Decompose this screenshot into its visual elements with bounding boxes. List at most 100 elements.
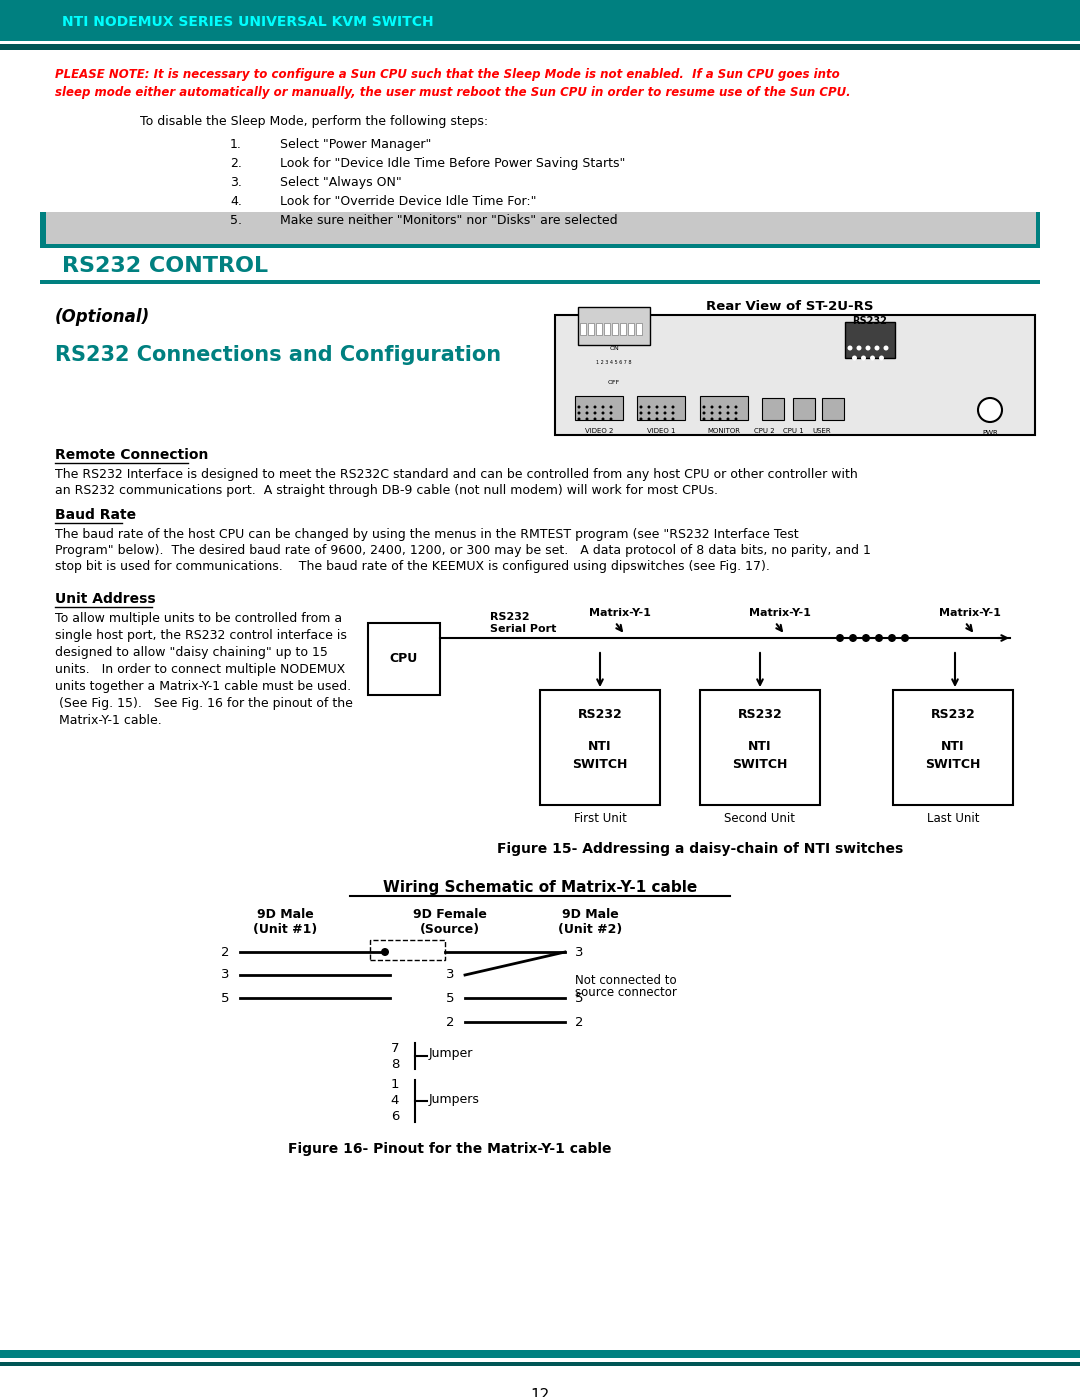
Text: To disable the Sleep Mode, perform the following steps:: To disable the Sleep Mode, perform the f… [140, 115, 488, 129]
Text: RS232: RS232 [738, 708, 782, 721]
Text: Jumper: Jumper [429, 1048, 473, 1060]
Bar [636, 323, 642, 335]
Text: RS232 CONTROL: RS232 CONTROL [62, 256, 268, 277]
Bar [0, 0, 1080, 42]
Bar [596, 323, 602, 335]
Bar [40, 212, 1040, 249]
Bar [762, 398, 784, 420]
Text: NTI: NTI [589, 740, 611, 753]
Circle shape [718, 418, 721, 420]
Circle shape [609, 418, 612, 420]
Circle shape [381, 949, 389, 956]
Circle shape [672, 412, 675, 415]
Text: sleep mode either automatically or manually, the user must reboot the Sun CPU in: sleep mode either automatically or manua… [55, 87, 851, 99]
Bar [627, 323, 634, 335]
Text: 8: 8 [391, 1058, 400, 1070]
Text: 1 2 3 4 5 6 7 8: 1 2 3 4 5 6 7 8 [596, 359, 632, 365]
Circle shape [727, 405, 729, 408]
Text: 2: 2 [446, 1016, 455, 1028]
Text: 5: 5 [446, 992, 455, 1004]
Bar [604, 323, 610, 335]
Text: Look for "Override Device Idle Time For:": Look for "Override Device Idle Time For:… [280, 196, 537, 208]
Circle shape [578, 418, 581, 420]
Circle shape [727, 418, 729, 420]
Circle shape [656, 405, 659, 408]
Text: 3.: 3. [230, 176, 242, 189]
Circle shape [585, 412, 589, 415]
Bar [637, 395, 685, 420]
Text: 3: 3 [220, 968, 229, 982]
Circle shape [648, 412, 650, 415]
Text: SWITCH: SWITCH [732, 759, 787, 771]
Bar [368, 623, 440, 694]
Bar [0, 1350, 1080, 1358]
Text: 5: 5 [575, 992, 583, 1004]
Text: Look for "Device Idle Time Before Power Saving Starts": Look for "Device Idle Time Before Power … [280, 156, 625, 170]
Bar [555, 314, 1035, 434]
Circle shape [648, 405, 650, 408]
Circle shape [849, 634, 858, 643]
Text: 12: 12 [530, 1389, 550, 1397]
Circle shape [836, 634, 843, 643]
Text: 3: 3 [575, 946, 583, 958]
Text: Matrix-Y-1: Matrix-Y-1 [750, 608, 811, 617]
Text: (Unit #1): (Unit #1) [253, 923, 318, 936]
Circle shape [711, 412, 714, 415]
Text: The baud rate of the host CPU can be changed by using the menus in the RMTEST pr: The baud rate of the host CPU can be cha… [55, 528, 798, 541]
Circle shape [639, 412, 643, 415]
Circle shape [594, 418, 596, 420]
Text: Not connected to: Not connected to [575, 974, 677, 986]
Bar [700, 690, 820, 805]
Circle shape [888, 634, 896, 643]
Circle shape [672, 405, 675, 408]
Circle shape [585, 418, 589, 420]
Text: Matrix-Y-1: Matrix-Y-1 [589, 608, 651, 617]
Text: SWITCH: SWITCH [926, 759, 981, 771]
Circle shape [727, 412, 729, 415]
Bar [1036, 212, 1040, 249]
Text: SWITCH: SWITCH [572, 759, 627, 771]
Bar [793, 398, 815, 420]
Text: designed to allow "daisy chaining" up to 15: designed to allow "daisy chaining" up to… [55, 645, 328, 659]
Circle shape [672, 418, 675, 420]
Bar [578, 307, 650, 345]
Text: USER: USER [812, 427, 832, 434]
Bar [40, 212, 46, 249]
Text: Figure 16- Pinout for the Matrix-Y-1 cable: Figure 16- Pinout for the Matrix-Y-1 cab… [288, 1141, 611, 1155]
Circle shape [883, 345, 889, 351]
Circle shape [702, 418, 705, 420]
Text: Matrix-Y-1: Matrix-Y-1 [940, 608, 1001, 617]
Circle shape [602, 412, 605, 415]
Circle shape [639, 405, 643, 408]
Bar [845, 321, 895, 358]
Circle shape [663, 405, 666, 408]
Circle shape [861, 355, 866, 360]
Circle shape [711, 405, 714, 408]
Text: Second Unit: Second Unit [725, 812, 796, 826]
Circle shape [609, 405, 612, 408]
Circle shape [663, 412, 666, 415]
Bar [40, 244, 1040, 249]
Circle shape [875, 634, 883, 643]
Text: 2: 2 [575, 1016, 583, 1028]
Text: RS232: RS232 [852, 316, 888, 326]
Text: First Unit: First Unit [573, 812, 626, 826]
Text: Baud Rate: Baud Rate [55, 509, 136, 522]
Text: units.   In order to connect multiple NODEMUX: units. In order to connect multiple NODE… [55, 664, 346, 676]
Circle shape [852, 355, 858, 360]
Text: To allow multiple units to be controlled from a: To allow multiple units to be controlled… [55, 612, 342, 624]
Bar [0, 1362, 1080, 1366]
Text: CPU 2: CPU 2 [754, 427, 774, 434]
Text: an RS232 communications port.  A straight through DB-9 cable (not null modem) wi: an RS232 communications port. A straight… [55, 483, 718, 497]
Text: RS232 Connections and Configuration: RS232 Connections and Configuration [55, 345, 501, 365]
Text: Serial Port: Serial Port [490, 624, 556, 634]
Text: 9D Male: 9D Male [562, 908, 619, 921]
Text: (Source): (Source) [420, 923, 481, 936]
Text: 4.: 4. [230, 196, 242, 208]
Bar [700, 395, 748, 420]
Text: 5.: 5. [230, 214, 242, 226]
Circle shape [711, 418, 714, 420]
Text: 6: 6 [391, 1111, 400, 1123]
Circle shape [734, 418, 738, 420]
Circle shape [602, 405, 605, 408]
